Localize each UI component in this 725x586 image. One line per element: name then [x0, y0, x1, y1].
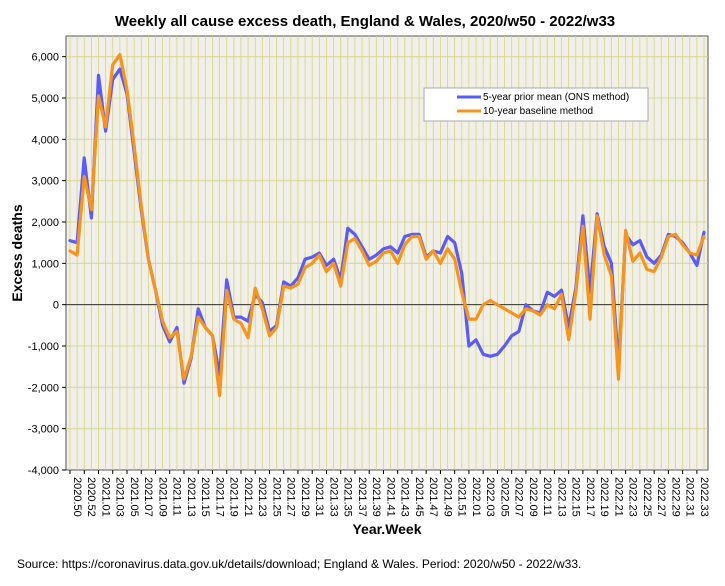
y-tick-label: 4,000 — [31, 134, 59, 146]
x-tick-label: 2022.09 — [527, 477, 539, 517]
x-tick-label: 2021.03 — [114, 477, 126, 517]
x-axis: 2020.50 2020.52 2021.01 2021.03 2021.05 2021.… — [69, 470, 710, 517]
x-tick-label: 2021.51 — [456, 477, 468, 517]
x-axis-label: Year.Week — [352, 521, 421, 537]
x-tick-label: 2022.27 — [655, 477, 667, 517]
x-tick-label: 2022.21 — [612, 477, 624, 517]
y-tick-label: -2,000 — [28, 382, 59, 394]
x-tick-label: 2021.05 — [128, 477, 140, 517]
x-tick-label: 2022.13 — [555, 477, 567, 517]
x-tick-label: 2021.49 — [441, 477, 453, 517]
x-tick-label: 2021.09 — [156, 477, 168, 517]
x-tick-label: 2021.39 — [370, 477, 382, 517]
chart-title: Weekly all cause excess death, England &… — [115, 13, 615, 30]
series-lines — [68, 52, 706, 398]
y-tick-label: 5,000 — [31, 93, 59, 105]
x-tick-label: 2022.19 — [598, 477, 610, 517]
x-tick-label: 2021.33 — [327, 477, 339, 517]
y-tick-label: 3,000 — [31, 176, 59, 188]
x-tick-label: 2021.27 — [285, 477, 297, 517]
legend: 5-year prior mean (ONS method) 10-year b… — [423, 87, 649, 122]
y-tick-label: 1,000 — [31, 258, 59, 270]
legend-box — [423, 87, 649, 122]
x-tick-label: 2021.29 — [299, 477, 311, 517]
x-tick-label: 2021.13 — [185, 477, 197, 517]
x-tick-label: 2021.15 — [199, 477, 211, 517]
x-tick-label: 2021.41 — [384, 477, 396, 517]
y-tick-label: 0 — [53, 300, 59, 312]
y-tick-label: -4,000 — [28, 465, 59, 477]
y-tick-label: 2,000 — [31, 217, 59, 229]
x-tick-label: 2022.07 — [513, 477, 525, 517]
x-tick-label: 2022.11 — [541, 477, 553, 516]
legend-label-5yr: 5-year prior mean (ONS method) — [483, 92, 629, 103]
x-tick-label: 2021.31 — [313, 477, 325, 517]
x-tick-label: 2022.23 — [627, 477, 639, 517]
x-tick-label: 2021.45 — [413, 477, 425, 517]
y-tick-label: 6,000 — [31, 52, 59, 64]
x-tick-label: 2022.03 — [484, 477, 496, 517]
y-tick-label: -3,000 — [28, 424, 59, 436]
x-tick-label: 2022.29 — [669, 477, 681, 517]
x-tick-label: 2022.05 — [498, 477, 510, 517]
x-tick-label: 2021.23 — [256, 477, 268, 517]
y-axis: -4,000 -3,000 -2,000 -1,000 0 1,000 2,000 3,000… — [28, 52, 66, 477]
x-tick-label: 2022.17 — [584, 477, 596, 517]
x-tick-label: 2021.07 — [142, 477, 154, 517]
x-tick-label: 2021.43 — [399, 477, 411, 517]
x-tick-label: 2022.31 — [684, 477, 696, 517]
x-tick-label: 2022.33 — [698, 477, 710, 517]
x-tick-label: 2021.19 — [228, 477, 240, 517]
x-tick-label: 2021.01 — [99, 477, 111, 517]
x-tick-label: 2022.01 — [470, 477, 482, 517]
source-note: Source: https://coronavirus.data.gov.uk/… — [17, 557, 581, 571]
x-tick-label: 2021.37 — [356, 477, 368, 517]
legend-label-10yr: 10-year baseline method — [483, 106, 593, 117]
x-tick-label: 2020.50 — [71, 477, 83, 517]
x-tick-label: 2021.21 — [242, 477, 254, 517]
x-tick-label: 2021.25 — [270, 477, 282, 517]
x-tick-label: 2021.17 — [213, 477, 225, 517]
x-tick-label: 2020.52 — [85, 477, 97, 517]
series-line-10yr — [68, 52, 706, 398]
x-tick-label: 2022.15 — [570, 477, 582, 517]
y-axis-label: Excess deaths — [9, 204, 25, 301]
y-tick-label: -1,000 — [28, 341, 59, 353]
x-tick-label: 2021.11 — [171, 477, 183, 516]
x-tick-label: 2021.35 — [342, 477, 354, 517]
x-tick-label: 2022.25 — [641, 477, 653, 517]
x-tick-label: 2021.47 — [427, 477, 439, 517]
